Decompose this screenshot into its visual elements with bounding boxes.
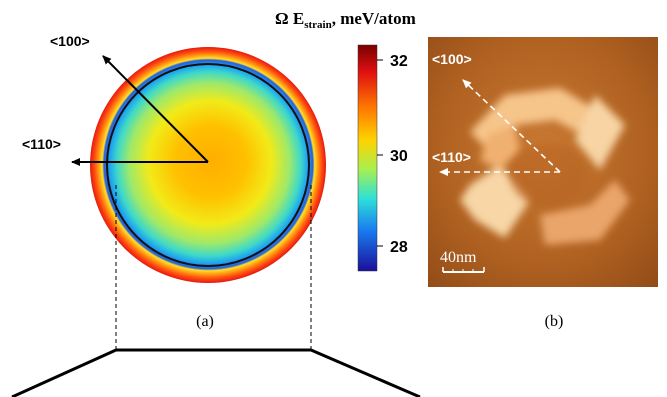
colorbar-title-units: , meV/atom (332, 9, 416, 28)
afm-direction-100-arrow (462, 79, 561, 173)
cross-section-trapezoid (11, 348, 421, 397)
panel-a-caption: (a) (196, 313, 214, 330)
panel-b-caption: (b) (545, 313, 564, 330)
colorbar-title-symbol: Ω E (275, 9, 304, 28)
afm-direction-100-label: <100> (432, 51, 472, 67)
afm-image (428, 37, 658, 287)
scale-bar (442, 267, 485, 273)
colorbar-tick-label: 28 (390, 239, 408, 256)
colorbar-ticks: 32 30 28 (377, 53, 408, 256)
strain-disc (90, 47, 326, 283)
scale-bar-label: 40nm (440, 249, 477, 266)
colorbar-tick-label: 30 (390, 148, 408, 165)
afm-center-region (510, 143, 586, 207)
direction-100-arrow (102, 55, 209, 163)
colorbar-title-subscript: strain (304, 19, 332, 31)
colorbar-tick-label: 32 (390, 53, 408, 70)
afm-ring-structure (460, 88, 630, 245)
direction-100-label: <100> (50, 33, 90, 49)
inner-boundary-circle (106, 63, 310, 267)
svg-text:Ω Estrain, meV/atom: Ω Estrain, meV/atom (275, 9, 416, 31)
direction-110-label: <110> (22, 136, 61, 152)
afm-direction-110-label: <110> (432, 149, 471, 165)
strain-disc-panel (90, 47, 326, 283)
colorbar (357, 44, 378, 272)
colorbar-title: Ω Estrain, meV/atom (275, 9, 416, 31)
